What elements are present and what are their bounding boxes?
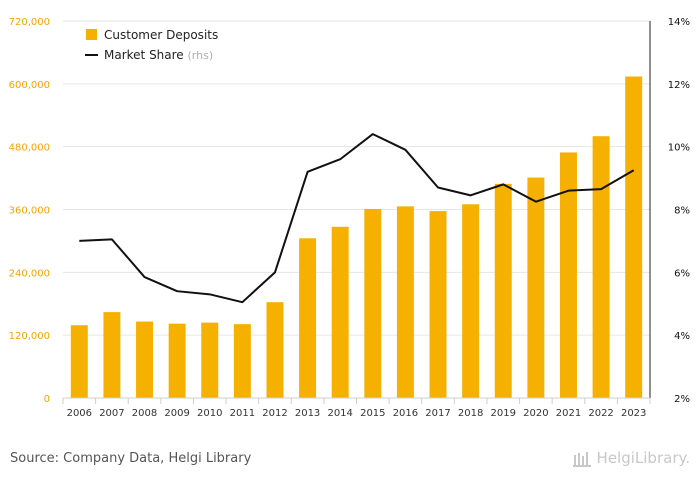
bar: [559, 152, 577, 398]
bar: [396, 206, 414, 398]
x-tick-label: 2008: [132, 408, 157, 419]
x-tick-label: 2009: [164, 408, 189, 419]
legend: Customer Deposits Market Share (rhs): [85, 28, 218, 62]
x-tick-label: 2020: [523, 408, 548, 419]
bar: [331, 226, 349, 398]
right-tick-label: 10%: [668, 143, 690, 154]
bar-series: [70, 76, 643, 398]
x-tick-label: 2011: [230, 408, 255, 419]
x-tick-label: 2018: [458, 408, 483, 419]
bar: [103, 312, 121, 398]
bar: [592, 136, 610, 398]
left-tick-label: 120,000: [9, 331, 50, 342]
brand-logo: HelgiLibrary.: [572, 449, 690, 467]
left-tick-label: 360,000: [9, 206, 50, 217]
x-tick-label: 2021: [556, 408, 581, 419]
right-tick-label: 4%: [674, 331, 690, 342]
legend-swatch-customer-deposits: [86, 29, 97, 40]
x-tick-label: 2012: [262, 408, 287, 419]
source-note: Source: Company Data, Helgi Library: [10, 451, 252, 466]
legend-label-market-share: Market Share (rhs): [104, 48, 213, 62]
left-axis: 0 120,000 240,000 360,000 480,000 600,000 720,…: [9, 17, 50, 405]
bar: [625, 76, 643, 398]
market-share-line: [79, 133, 635, 304]
legend-label-customer-deposits: Customer Deposits: [104, 28, 218, 42]
bar: [364, 208, 382, 398]
x-tick-label: 2023: [621, 408, 646, 419]
bar: [299, 238, 317, 398]
line-series: [79, 133, 635, 304]
bar: [266, 302, 284, 398]
left-tick-label: 240,000: [9, 268, 50, 279]
right-tick-label: 12%: [668, 80, 690, 91]
left-tick-label: 480,000: [9, 143, 50, 154]
bar: [429, 211, 447, 398]
gridlines: [63, 20, 650, 336]
bar: [201, 322, 219, 398]
x-axis: 2006 2007 2008 2009 2010 2011 2012 2013 2014 2015…: [62, 397, 651, 419]
library-icon: [572, 452, 591, 467]
x-tick-label: 2013: [295, 408, 320, 419]
bar: [494, 183, 512, 398]
right-tick-label: 14%: [668, 17, 690, 28]
bar: [527, 177, 545, 398]
x-tick-label: 2007: [99, 408, 124, 419]
brand-text: HelgiLibrary.: [596, 449, 690, 467]
x-tick-label: 2016: [393, 408, 418, 419]
bar: [136, 321, 154, 398]
x-tick-label: 2014: [327, 408, 352, 419]
left-tick-label: 720,000: [9, 17, 50, 28]
right-tick-label: 8%: [674, 206, 690, 217]
bar: [168, 323, 186, 398]
bar: [462, 204, 480, 398]
bar: [233, 324, 251, 398]
right-tick-label: 6%: [674, 268, 690, 279]
right-tick-label: 2%: [674, 394, 690, 405]
x-tick-label: 2022: [588, 408, 613, 419]
right-axis: 2% 4% 6% 8% 10% 12% 14%: [649, 17, 690, 405]
x-tick-label: 2017: [425, 408, 450, 419]
x-tick-label: 2010: [197, 408, 222, 419]
bar: [70, 325, 88, 398]
legend-suffix-rhs: (rhs): [188, 49, 214, 62]
left-tick-label: 0: [44, 394, 50, 405]
left-tick-label: 600,000: [9, 80, 50, 91]
x-tick-label: 2006: [67, 408, 92, 419]
x-tick-label: 2015: [360, 408, 385, 419]
x-tick-label: 2019: [491, 408, 516, 419]
